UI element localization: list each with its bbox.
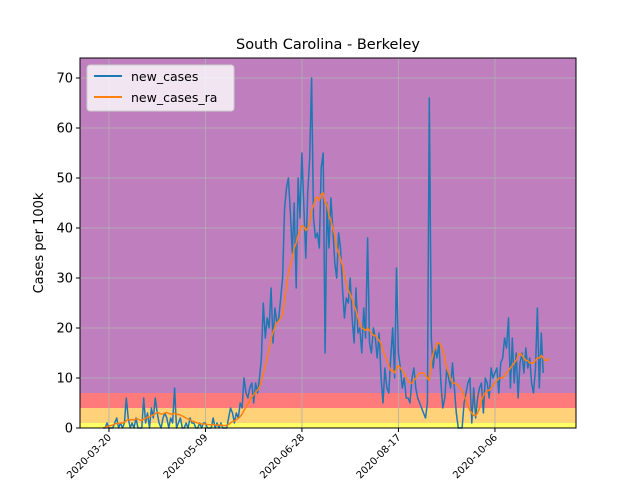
background-bands bbox=[80, 58, 576, 428]
x-tick-label: 2020-03-20 bbox=[65, 432, 114, 480]
y-tick-label: 10 bbox=[56, 372, 73, 387]
legend-box bbox=[86, 64, 235, 112]
y-axis-label: Cases per 100k bbox=[32, 192, 47, 293]
y-tick-label: 70 bbox=[56, 72, 73, 87]
y-tick-label: 40 bbox=[56, 222, 73, 237]
y-tick-label: 0 bbox=[65, 422, 73, 437]
x-tick-label: 2020-10-06 bbox=[451, 432, 500, 480]
background-band bbox=[80, 393, 576, 408]
background-band bbox=[80, 423, 576, 428]
legend: new_cases new_cases_ra bbox=[86, 64, 235, 112]
series-line-new-cases-ra bbox=[103, 192, 550, 429]
y-tick-label: 20 bbox=[56, 322, 73, 337]
y-tick-label: 60 bbox=[56, 122, 73, 137]
plot-frame bbox=[79, 57, 577, 429]
x-tick-label: 2020-05-09 bbox=[162, 432, 211, 480]
y-tick-label: 50 bbox=[56, 172, 73, 187]
background-band bbox=[80, 408, 576, 423]
legend-label-new-cases-ra: new_cases_ra bbox=[131, 90, 217, 105]
y-axis: 0 10 20 30 40 50 60 70 bbox=[56, 72, 80, 437]
y-tick-label: 30 bbox=[56, 272, 73, 287]
x-axis: 2020-03-20 2020-05-09 2020-06-28 2020-08-17… bbox=[65, 428, 500, 480]
chart-title: South Carolina - Berkeley bbox=[236, 37, 420, 53]
x-tick-label: 2020-08-17 bbox=[355, 432, 404, 480]
legend-label-new-cases: new_cases bbox=[131, 69, 198, 84]
x-tick-label: 2020-06-28 bbox=[258, 432, 307, 480]
